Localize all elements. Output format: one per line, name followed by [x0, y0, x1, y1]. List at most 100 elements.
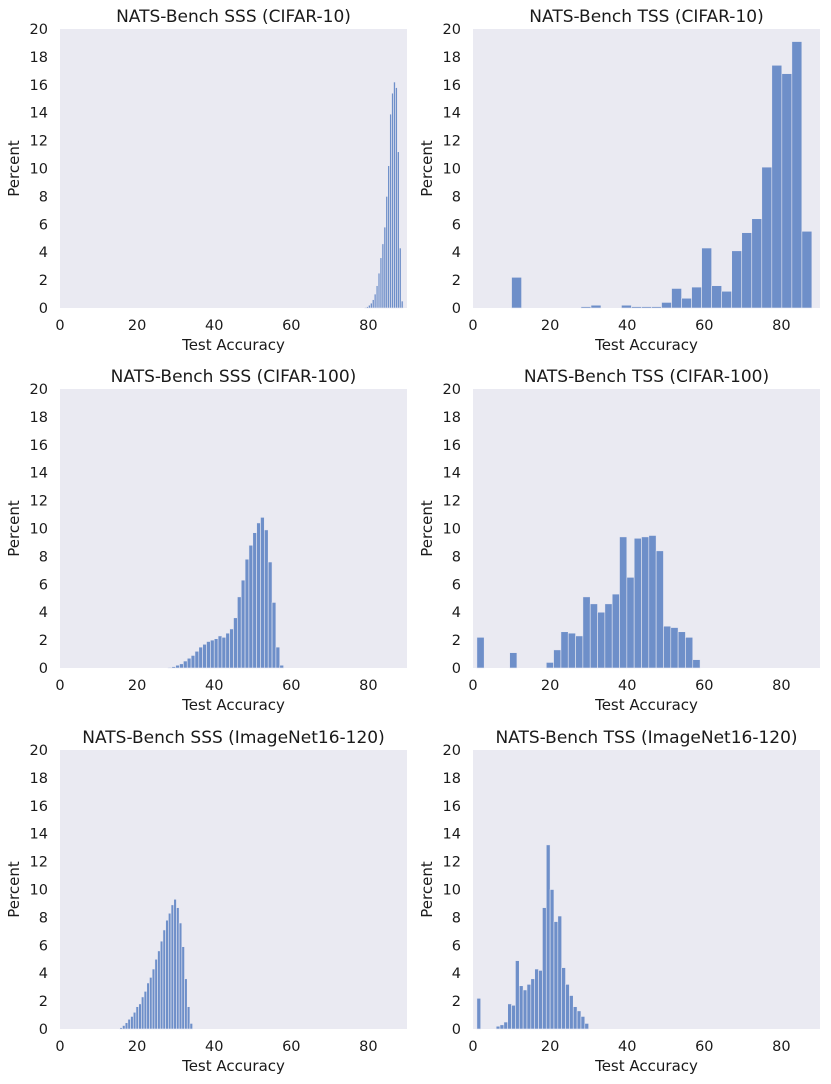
histogram-bar	[217, 635, 223, 669]
histogram-bar	[691, 286, 702, 309]
histogram-bar	[576, 1010, 582, 1030]
histogram-bar	[655, 550, 664, 669]
y-tick-label: 0	[452, 301, 461, 317]
histogram-bar	[122, 1025, 126, 1030]
y-tick-label: 16	[443, 799, 461, 815]
histogram-bar	[604, 603, 613, 669]
y-tick-label: 18	[30, 410, 48, 426]
histogram-bar	[130, 1016, 134, 1030]
y-tick-label: 12	[30, 134, 48, 150]
x-tick-label: 40	[205, 1039, 223, 1055]
histogram-bar	[194, 650, 200, 669]
histogram-bar	[264, 529, 269, 669]
x-tick-label: 0	[468, 678, 477, 694]
histogram-bar	[641, 306, 652, 309]
x-tick-label: 20	[128, 678, 146, 694]
histogram-bar	[511, 1004, 516, 1030]
y-tick-label: 6	[452, 938, 461, 954]
y-tick-label: 16	[30, 799, 48, 815]
histogram-bar	[476, 998, 482, 1030]
y-axis-label: Percent	[5, 500, 23, 557]
histogram-bar	[183, 660, 188, 669]
x-tick-label: 80	[772, 678, 790, 694]
histogram-bar	[590, 304, 602, 309]
x-tick-label: 20	[541, 678, 559, 694]
y-tick-label: 6	[39, 938, 48, 954]
x-tick-label: 80	[359, 318, 377, 334]
x-tick-label: 40	[205, 678, 223, 694]
x-tick-label: 40	[618, 318, 636, 334]
y-tick-label: 6	[39, 577, 48, 593]
histogram-bar	[260, 517, 265, 669]
y-tick-label: 20	[30, 743, 48, 759]
histogram-bar	[580, 306, 592, 309]
histogram-bar	[701, 247, 712, 309]
histogram-bar	[560, 631, 569, 669]
histogram-bar	[279, 664, 284, 669]
histogram-bar	[248, 544, 254, 669]
chart-title: NATS-Bench TSS (CIFAR-100)	[524, 367, 769, 387]
y-tick-label: 16	[30, 438, 48, 454]
y-tick-label: 14	[30, 827, 48, 843]
histogram-bar	[141, 996, 145, 1030]
y-tick-label: 6	[452, 577, 461, 593]
y-tick-label: 16	[443, 78, 461, 94]
chart-panel-6: 0 2 4 6 8 10 12 14 16 18 20 0 20 40 60 80 NATS-Bench TSS…	[418, 728, 820, 1075]
y-axis-label: Percent	[5, 140, 23, 197]
histogram-bar	[589, 603, 598, 669]
histogram-bar	[534, 968, 539, 1030]
histogram-bar	[671, 288, 682, 309]
histogram-bar	[611, 593, 620, 669]
histogram-bar	[198, 646, 203, 669]
histogram-bar	[751, 218, 763, 309]
y-tick-label: 0	[452, 1022, 461, 1038]
y-axis-label: Percent	[418, 140, 436, 197]
y-tick-label: 14	[443, 106, 461, 122]
histogram-bar	[186, 657, 192, 669]
y-tick-label: 18	[30, 50, 48, 66]
histogram-bar	[400, 300, 404, 309]
y-tick-label: 20	[30, 382, 48, 398]
x-tick-label: 0	[55, 1039, 64, 1055]
histogram-bar	[397, 151, 400, 309]
x-axis-label: Test Accuracy	[594, 336, 698, 354]
y-tick-label: 8	[452, 549, 461, 565]
y-tick-label: 0	[39, 1022, 48, 1038]
y-tick-label: 12	[30, 855, 48, 871]
histogram-bar	[584, 1023, 589, 1030]
histogram-bar	[633, 537, 642, 669]
histogram-bar	[542, 907, 547, 1030]
histogram-bar	[168, 912, 172, 1030]
histogram-bar	[189, 1023, 193, 1030]
chart-title: NATS-Bench SSS (ImageNet16-120)	[82, 728, 385, 748]
y-tick-label: 4	[39, 245, 48, 261]
histogram-bar	[731, 250, 743, 309]
y-tick-label: 10	[30, 162, 48, 178]
x-tick-label: 0	[55, 678, 64, 694]
y-tick-label: 10	[443, 883, 461, 899]
chart-panel-3: 0 2 4 6 8 10 12 14 16 18 20 0 20 40 60 80 NATS-Bench SSS…	[5, 367, 407, 714]
histogram-bar	[146, 982, 150, 1030]
histogram-bar	[507, 1003, 512, 1030]
histogram-bar	[651, 306, 662, 309]
histogram-bar	[580, 1016, 586, 1030]
histogram-bar	[213, 638, 219, 669]
histogram-bar	[124, 1022, 129, 1030]
y-tick-label: 2	[452, 273, 461, 289]
y-tick-label: 2	[39, 273, 48, 289]
histogram-bar	[530, 978, 535, 1030]
histogram-bar	[631, 306, 642, 309]
chart-title: NATS-Bench TSS (CIFAR-10)	[529, 7, 763, 27]
histogram-bar	[545, 662, 554, 669]
histogram-bar	[626, 577, 635, 669]
histogram-bar	[791, 41, 803, 309]
histogram-bar	[692, 659, 701, 669]
histogram-bar	[515, 960, 520, 1030]
x-tick-label: 0	[468, 318, 477, 334]
histogram-bar	[553, 649, 562, 669]
histogram-bar	[143, 991, 148, 1030]
chart-title: NATS-Bench TSS (ImageNet16-120)	[495, 728, 797, 748]
y-tick-label: 16	[30, 78, 48, 94]
histogram-bar	[221, 637, 227, 669]
